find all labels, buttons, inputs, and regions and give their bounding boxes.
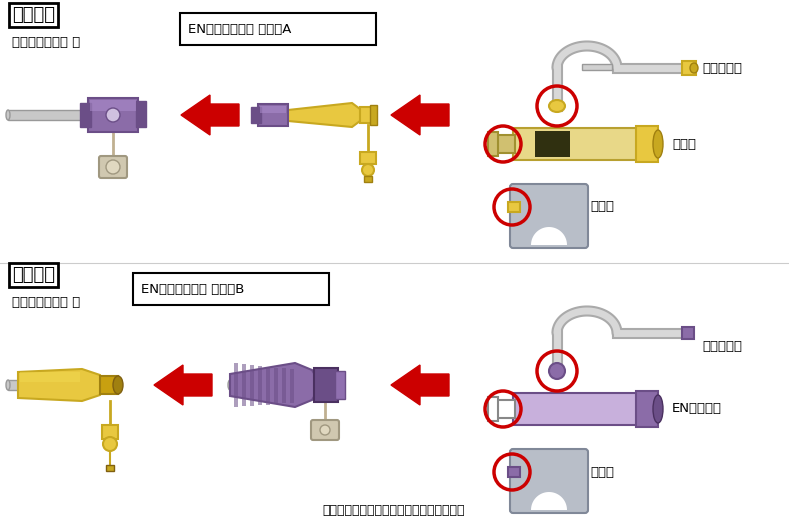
- Text: EN変換コネクタ タイプA: EN変換コネクタ タイプA: [188, 23, 291, 36]
- FancyBboxPatch shape: [133, 273, 329, 305]
- Bar: [266, 367, 270, 405]
- Bar: [513, 393, 638, 425]
- Bar: [20, 372, 80, 382]
- Text: Ａの場合: Ａの場合: [12, 6, 55, 24]
- Bar: [100, 376, 118, 394]
- Polygon shape: [230, 363, 318, 407]
- Bar: [495, 400, 515, 418]
- Text: 栄養セット: 栄養セット: [702, 62, 742, 74]
- Polygon shape: [391, 365, 449, 405]
- Bar: [258, 366, 262, 405]
- Bar: [535, 131, 570, 157]
- Ellipse shape: [93, 110, 97, 120]
- Bar: [488, 132, 498, 156]
- Text: 栄養剤: 栄養剤: [590, 200, 614, 213]
- Bar: [360, 107, 372, 123]
- Bar: [513, 128, 638, 160]
- Bar: [88, 98, 138, 132]
- Bar: [258, 104, 288, 126]
- Bar: [8, 380, 82, 390]
- Bar: [90, 100, 136, 111]
- FancyBboxPatch shape: [510, 449, 588, 513]
- Polygon shape: [154, 365, 212, 405]
- Ellipse shape: [653, 130, 663, 158]
- Ellipse shape: [6, 110, 10, 120]
- Circle shape: [106, 108, 120, 122]
- Polygon shape: [288, 103, 365, 127]
- Bar: [682, 61, 696, 75]
- Bar: [582, 64, 612, 70]
- Bar: [265, 110, 365, 120]
- Text: 注入器: 注入器: [672, 138, 696, 151]
- Bar: [250, 365, 254, 406]
- Circle shape: [362, 164, 374, 176]
- Bar: [80, 103, 91, 127]
- Ellipse shape: [690, 63, 698, 73]
- Bar: [682, 327, 694, 339]
- Polygon shape: [391, 95, 449, 135]
- Text: 栄養カテーテル 等: 栄養カテーテル 等: [12, 36, 80, 49]
- Bar: [495, 135, 515, 153]
- Text: 栄養カテーテル 等: 栄養カテーテル 等: [12, 296, 80, 309]
- Ellipse shape: [653, 395, 663, 423]
- Bar: [136, 101, 146, 127]
- Circle shape: [103, 437, 117, 451]
- Bar: [364, 176, 372, 182]
- Ellipse shape: [263, 110, 267, 120]
- Bar: [282, 368, 286, 403]
- Bar: [636, 126, 658, 162]
- Polygon shape: [18, 369, 105, 401]
- Circle shape: [549, 363, 565, 379]
- Text: Ｂの場合: Ｂの場合: [12, 266, 55, 284]
- Ellipse shape: [113, 376, 123, 394]
- Bar: [260, 106, 286, 113]
- Bar: [251, 107, 261, 123]
- FancyBboxPatch shape: [99, 156, 127, 178]
- FancyBboxPatch shape: [311, 420, 339, 440]
- Bar: [335, 371, 345, 399]
- Text: 栄養セット: 栄養セット: [702, 340, 742, 354]
- Ellipse shape: [363, 110, 367, 120]
- Ellipse shape: [6, 380, 10, 390]
- FancyBboxPatch shape: [180, 13, 376, 45]
- Polygon shape: [181, 95, 239, 135]
- FancyBboxPatch shape: [510, 184, 588, 248]
- Bar: [242, 364, 246, 406]
- Bar: [8, 110, 95, 120]
- Ellipse shape: [80, 380, 84, 390]
- Bar: [290, 369, 294, 403]
- Bar: [636, 391, 658, 427]
- Bar: [508, 202, 520, 212]
- Bar: [360, 152, 376, 164]
- Ellipse shape: [549, 100, 565, 112]
- Bar: [230, 380, 335, 390]
- Bar: [370, 105, 377, 125]
- Bar: [488, 397, 498, 421]
- Ellipse shape: [333, 380, 337, 390]
- Bar: [234, 363, 238, 407]
- Ellipse shape: [228, 380, 232, 390]
- Bar: [106, 465, 114, 471]
- Polygon shape: [513, 492, 585, 510]
- Bar: [274, 368, 278, 404]
- Circle shape: [106, 160, 120, 174]
- Text: 栄養剤: 栄養剤: [590, 465, 614, 479]
- Bar: [508, 467, 520, 477]
- Bar: [314, 368, 338, 402]
- Bar: [102, 425, 118, 439]
- Circle shape: [320, 425, 330, 435]
- Text: 図は株式会社ジェイ・エム・エスより提供: 図は株式会社ジェイ・エム・エスより提供: [323, 505, 466, 517]
- Text: ENシリンジ: ENシリンジ: [672, 403, 722, 415]
- Text: EN変換コネクタ タイプB: EN変換コネクタ タイプB: [141, 283, 245, 296]
- Polygon shape: [513, 227, 585, 245]
